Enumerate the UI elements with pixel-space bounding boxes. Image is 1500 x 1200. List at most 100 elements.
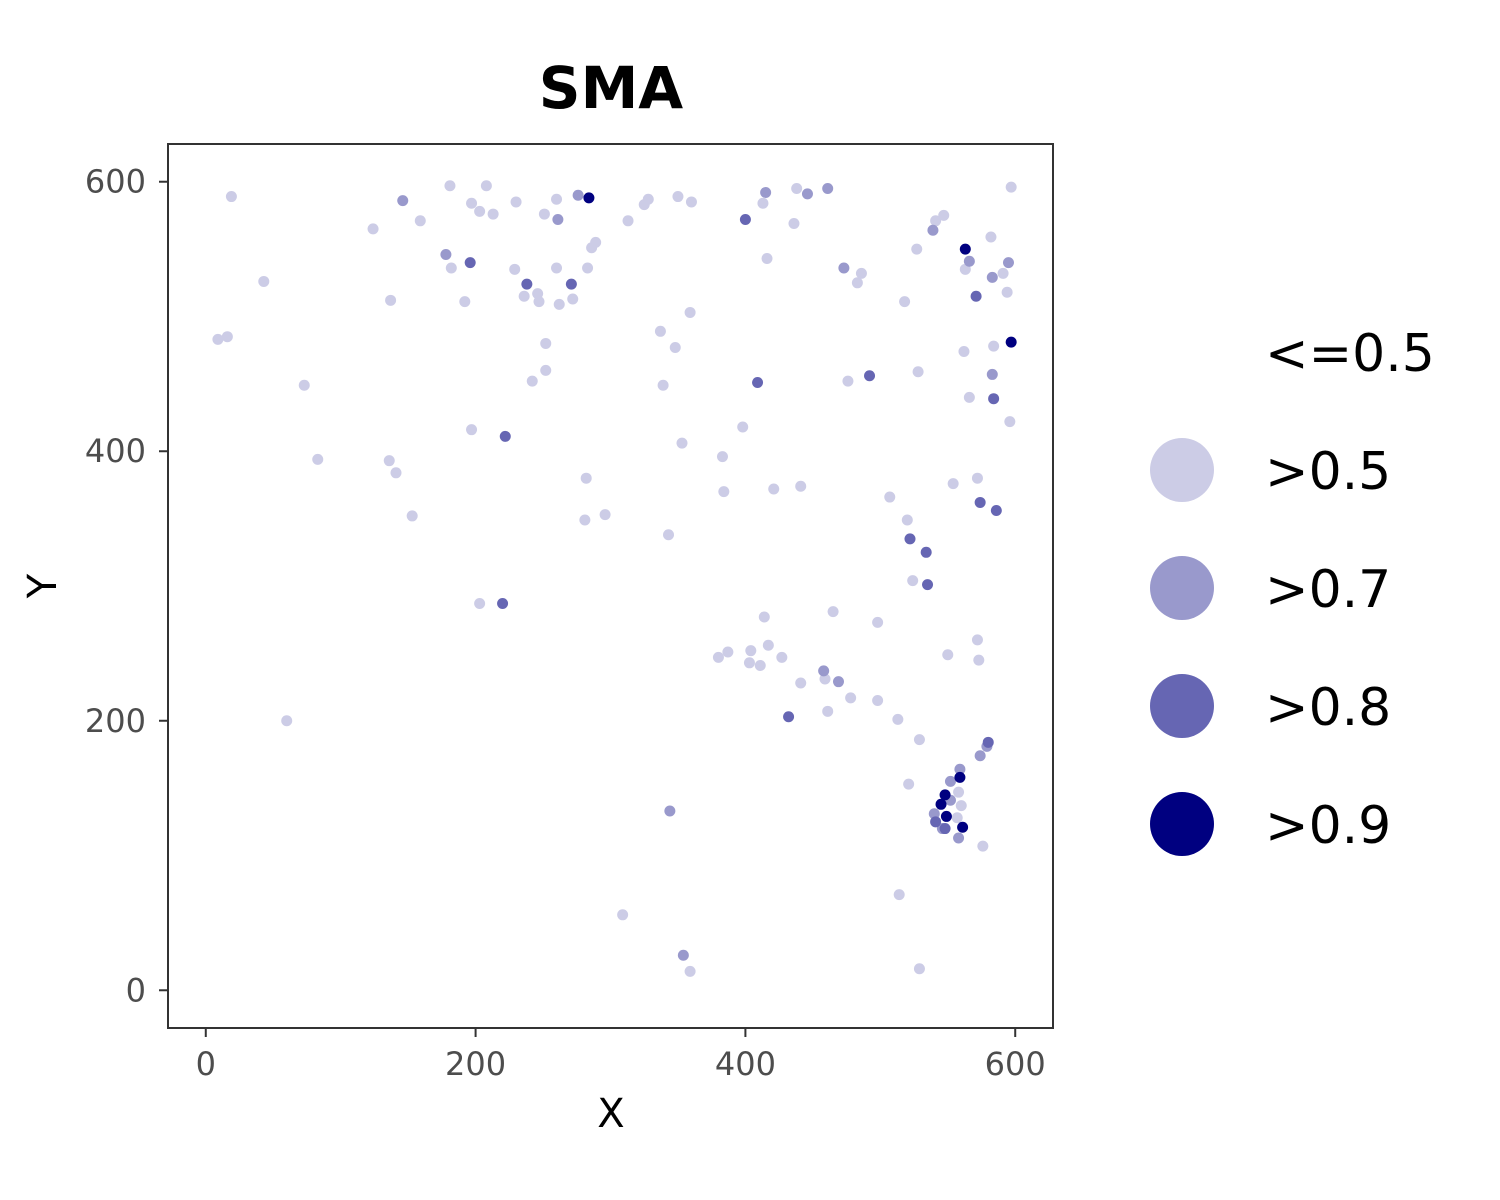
- scatter-point: [928, 808, 940, 820]
- scatter-point: [622, 215, 634, 227]
- scatter-point: [221, 331, 233, 343]
- scatter-point: [758, 611, 770, 623]
- scatter-point: [903, 778, 915, 790]
- scatter-point: [474, 205, 486, 217]
- scatter-point: [822, 705, 834, 717]
- scatter-point: [819, 673, 831, 685]
- scatter-point: [971, 634, 983, 646]
- scatter-point: [551, 193, 563, 205]
- scatter-point: [532, 288, 544, 300]
- scatter-point: [818, 665, 830, 677]
- scatter-point: [298, 379, 310, 391]
- scatter-point: [901, 514, 913, 526]
- legend-label: >0.9: [1265, 796, 1391, 856]
- scatter-point: [466, 197, 478, 209]
- scatter-point: [940, 810, 952, 822]
- legend-key: [1150, 556, 1214, 620]
- scatter-point: [712, 651, 724, 663]
- scatter-point: [684, 306, 696, 318]
- scatter-point: [406, 510, 418, 522]
- y-tick-label: 200: [85, 702, 146, 740]
- scatter-point: [599, 509, 611, 521]
- scatter-point: [672, 191, 684, 203]
- scatter-point: [752, 377, 764, 389]
- x-axis-title: X: [597, 1091, 624, 1137]
- scatter-point: [822, 182, 834, 194]
- scatter-point: [997, 267, 1009, 279]
- scatter-point: [912, 366, 924, 378]
- scatter-point: [743, 657, 755, 669]
- y-tick-label: 600: [85, 163, 146, 201]
- scatter-point: [990, 505, 1002, 517]
- scatter-point: [768, 483, 780, 495]
- scatter-point: [497, 598, 509, 610]
- scatter-point: [521, 278, 533, 290]
- scatter-point: [533, 296, 545, 308]
- y-axis-title: Y: [20, 573, 66, 599]
- scatter-point: [754, 660, 766, 672]
- scatter-point: [757, 197, 769, 209]
- scatter-point: [893, 889, 905, 901]
- scatter-point: [737, 421, 749, 433]
- x-tick-label: 600: [985, 1045, 1046, 1083]
- scatter-point: [565, 278, 577, 290]
- scatter-point: [851, 277, 863, 289]
- scatter-point: [884, 491, 896, 503]
- scatter-point: [474, 598, 486, 610]
- scatter-point: [487, 208, 499, 220]
- chart-title: SMA: [539, 54, 683, 122]
- scatter-point: [944, 775, 956, 787]
- scatter-point: [938, 209, 950, 221]
- scatter-point: [973, 654, 985, 666]
- scatter-point: [540, 337, 552, 349]
- scatter-point: [953, 786, 965, 798]
- scatter-point: [827, 606, 839, 618]
- scatter-point: [988, 393, 1000, 405]
- scatter-point: [954, 763, 966, 775]
- scatter-point: [510, 196, 522, 208]
- y-axis: 0 200 400 600: [85, 163, 168, 1009]
- scatter-point: [1001, 286, 1013, 298]
- scatter-point: [838, 262, 850, 274]
- scatter-point: [385, 294, 397, 306]
- scatter-point: [212, 333, 224, 345]
- scatter-point: [657, 379, 669, 391]
- scatter-point: [642, 193, 654, 205]
- scatter-point: [930, 816, 942, 828]
- scatter-point: [977, 840, 989, 852]
- scatter-point: [397, 195, 409, 207]
- legend: <=0.5 >0.5 >0.7 >0.8 >0.9: [1150, 324, 1435, 856]
- scatter-point: [383, 455, 395, 467]
- scatter-point: [258, 275, 270, 287]
- scatter-point: [842, 375, 854, 387]
- scatter-point: [942, 649, 954, 661]
- scatter-point: [762, 639, 774, 651]
- x-tick-label: 200: [445, 1045, 506, 1083]
- scatter-point: [971, 472, 983, 484]
- scatter-point: [939, 789, 951, 801]
- scatter-point: [761, 253, 773, 265]
- scatter-point: [907, 575, 919, 587]
- scatter-point: [1005, 181, 1017, 193]
- scatter-point: [716, 451, 728, 463]
- scatter-point: [974, 750, 986, 762]
- y-tick-label: 0: [126, 971, 146, 1009]
- scatter-point: [414, 215, 426, 227]
- scatter-point: [951, 812, 963, 824]
- scatter-point: [664, 805, 676, 817]
- scatter-points: [212, 180, 1017, 977]
- legend-label: <=0.5: [1265, 324, 1435, 384]
- scatter-point: [677, 949, 689, 961]
- legend-key: [1150, 438, 1214, 502]
- scatter-point: [783, 711, 795, 723]
- scatter-point: [540, 364, 552, 376]
- scatter-point: [654, 325, 666, 337]
- scatter-point: [567, 293, 579, 305]
- scatter-point: [982, 736, 994, 748]
- scatter-point: [480, 180, 492, 192]
- x-axis: 0 200 400 600: [196, 1028, 1046, 1083]
- legend-label: >0.8: [1265, 678, 1391, 738]
- scatter-point: [911, 243, 923, 255]
- scatter-point: [845, 692, 857, 704]
